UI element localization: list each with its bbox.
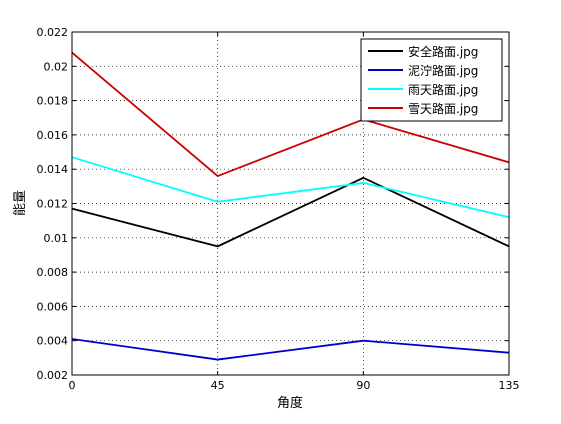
y-tick-label: 0.022 (37, 26, 69, 39)
legend-label: 雨天路面.jpg (408, 82, 478, 97)
x-tick-label: 45 (211, 379, 225, 392)
y-axis-label: 能量 (13, 190, 28, 216)
y-tick-label: 0.014 (37, 163, 69, 176)
series-line-4 (71, 51, 510, 177)
legend-label: 雪天路面.jpg (408, 101, 478, 116)
series-group (71, 51, 510, 361)
x-tick-label: 90 (356, 379, 370, 392)
y-tick-label: 0.012 (37, 198, 69, 211)
y-tick-label: 0.004 (37, 335, 69, 348)
axes: 0 45 90 135 0.002 0.004 0.006 0.008 0.01 0.012 0.0… (37, 26, 520, 392)
y-tick-label: 0.016 (37, 129, 69, 142)
legend-label: 安全路面.jpg (408, 44, 478, 59)
x-tick-label: 0 (69, 379, 76, 392)
y-tick-label: 0.002 (37, 369, 69, 382)
y-tick-label: 0.018 (37, 95, 69, 108)
y-tick-label: 0.006 (37, 300, 69, 313)
y-tick-label: 0.02 (44, 60, 69, 73)
legend-label: 泥泞路面.jpg (408, 63, 478, 78)
y-tick-label: 0.008 (37, 266, 69, 279)
legend: 安全路面.jpg 泥泞路面.jpg 雨天路面.jpg 雪天路面.jpg (360, 38, 503, 122)
x-axis-label: 角度 (277, 395, 303, 411)
x-tick-label: 135 (499, 379, 520, 392)
series-line-2 (71, 338, 510, 361)
y-tick-label: 0.01 (44, 232, 69, 245)
series-line-1 (71, 176, 510, 248)
series-line-3 (71, 156, 510, 219)
